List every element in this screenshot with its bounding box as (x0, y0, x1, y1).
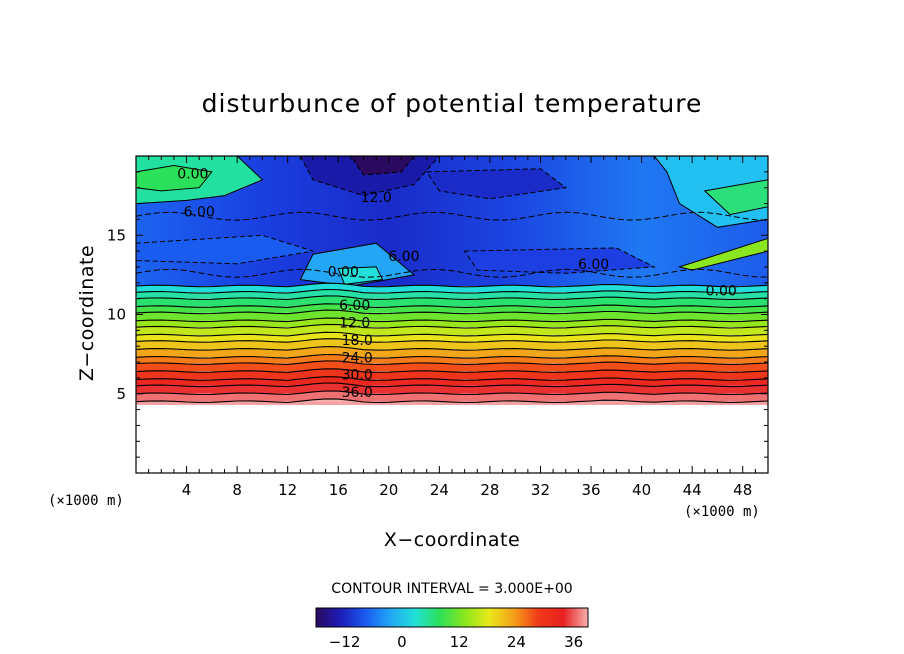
temperature-band (136, 295, 768, 307)
colorbar (315, 607, 589, 628)
colorbar-tick-label: 36 (564, 633, 583, 651)
disturbance-region (703, 179, 768, 216)
disturbance-region (350, 156, 415, 176)
contour-label: 12.0 (339, 315, 370, 331)
temperature-bands (136, 283, 768, 405)
plot-area (136, 156, 768, 473)
temperature-band (136, 368, 768, 380)
temperature-band (136, 383, 768, 394)
contour-line (136, 346, 768, 351)
contour-label: 0.00 (328, 265, 359, 281)
x-tick-label: 48 (733, 481, 752, 499)
contour-line (136, 295, 768, 300)
x-axis-label: X−coordinate (384, 529, 520, 551)
disturbance-region (677, 237, 768, 271)
temperature-band (136, 324, 768, 336)
temperature-band (136, 391, 768, 402)
colorbar-tick-label: 0 (397, 633, 407, 651)
disturbance-region (425, 168, 568, 200)
x-unit-right: (×1000 m) (684, 504, 760, 520)
disturbance-region (299, 242, 416, 287)
temperature-band (136, 401, 768, 405)
x-tick-label: 36 (581, 481, 600, 499)
x-tick-label: 4 (182, 481, 192, 499)
temperature-band (136, 338, 768, 350)
contour-line (136, 353, 768, 359)
x-tick-label: 8 (232, 481, 242, 499)
contour-label: 36.0 (342, 385, 373, 401)
contour-label: 0.00 (706, 284, 737, 300)
x-tick-label: 16 (329, 481, 348, 499)
y-tick-label: 10 (107, 306, 126, 324)
contour-line (136, 317, 768, 323)
temperature-band (136, 310, 768, 321)
contour-label: 6.00 (184, 204, 215, 220)
temperature-band (136, 303, 768, 313)
contour-label: 12.0 (361, 190, 392, 206)
upper-disturbance-regions (136, 156, 768, 287)
contour-interval-text: CONTOUR INTERVAL = 3.000E+00 (331, 581, 572, 597)
contour-label: 6.00 (339, 298, 370, 314)
x-unit-left: (×1000 m) (48, 493, 124, 509)
temperature-band (136, 360, 768, 372)
contour-line (136, 309, 768, 315)
y-tick-label: 5 (116, 385, 126, 403)
temperature-band (136, 318, 768, 328)
x-tick-label: 40 (632, 481, 651, 499)
below-ground-region (136, 409, 768, 473)
contour-line (136, 303, 768, 308)
disturbance-region (337, 266, 384, 285)
contour-line (136, 382, 768, 388)
x-tick-label: 24 (430, 481, 449, 499)
x-tick-label: 20 (379, 481, 398, 499)
contour-line (136, 288, 768, 294)
temperature-band (136, 376, 768, 386)
temperature-band (136, 354, 768, 364)
contour-line-negative (136, 268, 768, 278)
temperature-band (136, 346, 768, 358)
contour-label: 18.0 (342, 333, 373, 349)
x-tick-label: 28 (480, 481, 499, 499)
contour-line (136, 368, 768, 373)
disturbance-region (463, 247, 657, 274)
contour-line (136, 338, 768, 343)
disturbance-region (136, 164, 213, 192)
contour-line (136, 360, 768, 365)
contour-line-negative (136, 211, 768, 221)
contour-label: 0.00 (177, 166, 208, 182)
contour-label: 30.0 (342, 368, 373, 384)
contour-label: 6.00 (388, 249, 419, 265)
x-tick-label: 44 (683, 481, 702, 499)
contour-line (136, 323, 768, 329)
contour-label: 6.00 (578, 257, 609, 273)
contour-line (136, 398, 768, 404)
colorbar-tick-label: −12 (329, 633, 361, 651)
contour-line (136, 390, 768, 396)
colorbar-tick-label: 24 (507, 633, 526, 651)
contour-label: 24.0 (342, 350, 373, 366)
contour-line (136, 331, 768, 337)
x-tick-label: 12 (278, 481, 297, 499)
x-tick-label: 32 (531, 481, 550, 499)
colorbar-ticks: −12 0 12 24 36 (329, 633, 583, 651)
contour-lines (136, 211, 768, 404)
chart-title: disturbunce of potential temperature (202, 89, 703, 118)
contour-line (136, 376, 768, 381)
y-tick-label: 15 (107, 226, 126, 244)
colorbar-tick-label: 12 (450, 633, 469, 651)
contour-line (136, 282, 768, 288)
temperature-band (136, 332, 768, 342)
y-axis-label: Z−coordinate (76, 245, 98, 381)
temperature-band (136, 289, 768, 299)
temperature-band (136, 283, 768, 293)
disturbance-region (136, 234, 314, 265)
